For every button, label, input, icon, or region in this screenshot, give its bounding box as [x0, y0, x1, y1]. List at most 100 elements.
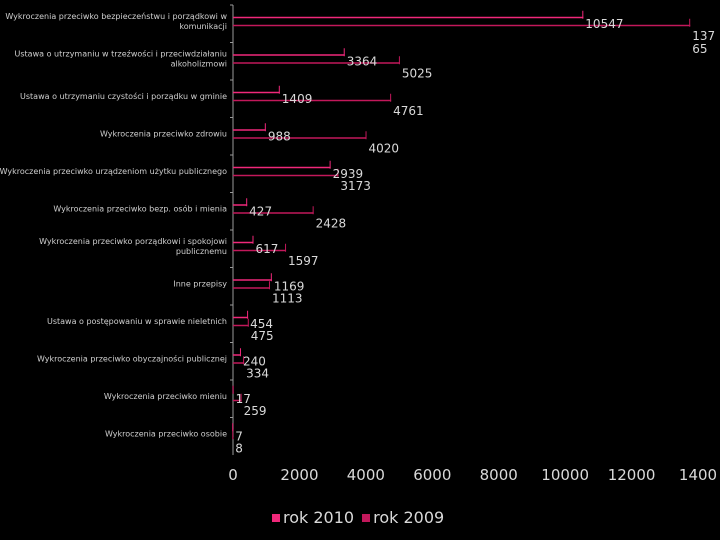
category-label-wykroczenia-przeciwko-mieniu: Wykroczenia przeciwko mieniu [104, 392, 227, 401]
bar-end-marker [390, 93, 392, 102]
axes [230, 4, 234, 455]
bar-2009-6 [233, 249, 287, 252]
value-label-2009-3: 4020 [369, 141, 400, 155]
bar-end-marker [337, 168, 339, 177]
value-label-2010-3: 988 [268, 129, 291, 143]
bar-2009-2 [233, 99, 392, 102]
x-tick-labels: 0 2000 4000 6000 8000 10000 12000 1400 [228, 466, 717, 484]
category-label-ustawa-o-postepowaniu-w-sprawie-nieletni: Ustawa o postępowaniu w sprawie nieletni… [47, 317, 227, 326]
bar-end-marker [270, 273, 272, 282]
bar-end-marker [365, 131, 367, 140]
bar-2010-4 [233, 166, 331, 169]
value-label-2010-8: 454 [250, 317, 273, 331]
bar-end-marker [247, 310, 249, 319]
legend-item-2009: rok 2009 [362, 508, 444, 527]
legend: rok 2010 rok 2009 [272, 508, 448, 527]
bar-end-marker [246, 198, 248, 207]
value-label-2009-8: 475 [251, 329, 274, 343]
value-label-2010-7: 1169 [274, 279, 305, 293]
value-label-2010-4: 2939 [333, 167, 364, 181]
bar-end-marker [232, 385, 234, 394]
x-tick-label-4000: 4000 [347, 466, 385, 484]
bar-2009-10 [233, 399, 242, 402]
x-tick-label-6000: 6000 [413, 466, 451, 484]
value-label-2010-11: 7 [235, 429, 243, 443]
bar-2009-4 [233, 174, 339, 177]
legend-swatch-2009 [362, 513, 371, 522]
bar-2010-0 [233, 16, 584, 19]
bar-2010-6 [233, 241, 254, 244]
category-label-wykroczenia-przeciwko-zdrowiu: Wykroczenia przeciwko zdrowiu [100, 129, 227, 138]
value-label-2009-7: 1113 [272, 291, 303, 305]
bar-end-marker [312, 206, 314, 215]
value-label-2010-5: 427 [249, 204, 272, 218]
category-label-wykroczenia-przeciwko-bezpieczenstwu-i-p: Wykroczenia przeciwko bezpieczeństwu i p… [5, 12, 227, 31]
value-label-2009-4: 3173 [340, 179, 371, 193]
bar-2010-9 [233, 354, 241, 356]
legend-item-2010: rok 2010 [272, 508, 354, 527]
x-tick-label-8000: 8000 [480, 466, 518, 484]
bar-2010-3 [233, 129, 266, 131]
category-label-wykroczenia-przeciwko-bezp-osob-i-mienia: Wykroczenia przeciwko bezp. osób i mieni… [53, 203, 227, 213]
x-tick-label-1400: 1400 [679, 466, 717, 484]
bar-2009-8 [233, 324, 249, 327]
bar-2010-11 [233, 429, 234, 431]
category-label-wykroczenia-przeciwko-obyczajnosci-publi: Wykroczenia przeciwko obyczajności publi… [37, 353, 227, 363]
bars [232, 10, 691, 440]
bar-2009-3 [233, 137, 367, 139]
value-labels: 10547 137 65 3364 5025 1409 4761 988 4020 2939317… [235, 17, 715, 456]
bar-end-marker [689, 18, 691, 27]
bar-2010-7 [233, 279, 272, 281]
bar-end-marker [239, 348, 241, 357]
value-label-2009-1: 5025 [402, 66, 433, 80]
value-label-2010-9: 240 [243, 354, 266, 368]
x-tick-label-12000: 12000 [608, 466, 656, 484]
bar-end-marker [285, 243, 287, 252]
bar-end-marker [582, 10, 584, 19]
category-label-ustawa-o-utrzymaniu-w-trzezwosci-i-przec: Ustawa o utrzymaniu w trzeźwości i przec… [15, 48, 227, 68]
bar-end-marker [343, 48, 345, 57]
category-label-wykroczenia-przeciwko-porzadkowi-i-spoko: Wykroczenia przeciwko porządkowi i spoko… [39, 237, 227, 256]
bar-2009-7 [233, 287, 270, 289]
bar-end-marker [232, 431, 234, 440]
x-tick-label-2000: 2000 [280, 466, 318, 484]
bar-end-marker [268, 281, 270, 290]
value-label-2010-10: 17 [236, 392, 251, 406]
legend-label-2010: rok 2010 [283, 508, 355, 527]
value-label-2009-6: 1597 [288, 254, 319, 268]
bar-2009-1 [233, 62, 400, 64]
category-labels: Wykroczenia przeciwko bezpieczeństwu i p… [0, 12, 227, 439]
bar-2009-9 [233, 362, 245, 364]
bar-end-marker [232, 423, 234, 432]
legend-label-2009: rok 2009 [373, 508, 445, 527]
bar-2010-1 [233, 54, 345, 56]
legend-swatch-2010 [272, 513, 280, 522]
bar-2010-5 [233, 204, 248, 206]
x-tick-label-0: 0 [228, 466, 238, 484]
bar-end-marker [398, 56, 400, 65]
category-label-wykroczenia-przeciwko-osobie: Wykroczenia przeciwko osobie [105, 429, 227, 438]
value-label-2009-2: 4761 [393, 104, 424, 118]
value-label-2009-5: 2428 [316, 216, 347, 230]
category-label-wykroczenia-przeciwko-urzadzeniom-uzytku: Wykroczenia przeciwko urządzeniom użytku… [0, 167, 227, 176]
bar-end-marker [329, 160, 331, 169]
value-label-2010-0: 10547 [585, 17, 623, 31]
bar-2010-2 [233, 91, 280, 94]
bar-2010-8 [233, 316, 249, 319]
value-label-2009-10: 259 [244, 404, 267, 418]
bar-end-marker [252, 235, 254, 244]
bar-2009-0 [233, 24, 691, 27]
bar-end-marker [240, 393, 242, 402]
value-label-2010-2: 1409 [282, 92, 313, 106]
category-label-ustawa-o-utrzymaniu-czystosci-i-porzadku: Ustawa o utrzymaniu czystości i porządku… [20, 91, 227, 101]
bar-end-marker [264, 123, 266, 132]
value-label-2009-9: 334 [246, 366, 269, 380]
value-label-2009-0: 137 65 [692, 29, 715, 56]
bar-end-marker [247, 318, 249, 327]
x-tick-label-10000: 10000 [541, 466, 589, 484]
bar-end-marker [243, 356, 245, 365]
value-label-2009-11: 8 [235, 441, 243, 455]
value-label-2010-1: 3364 [347, 54, 378, 68]
bar-2009-5 [233, 212, 314, 214]
